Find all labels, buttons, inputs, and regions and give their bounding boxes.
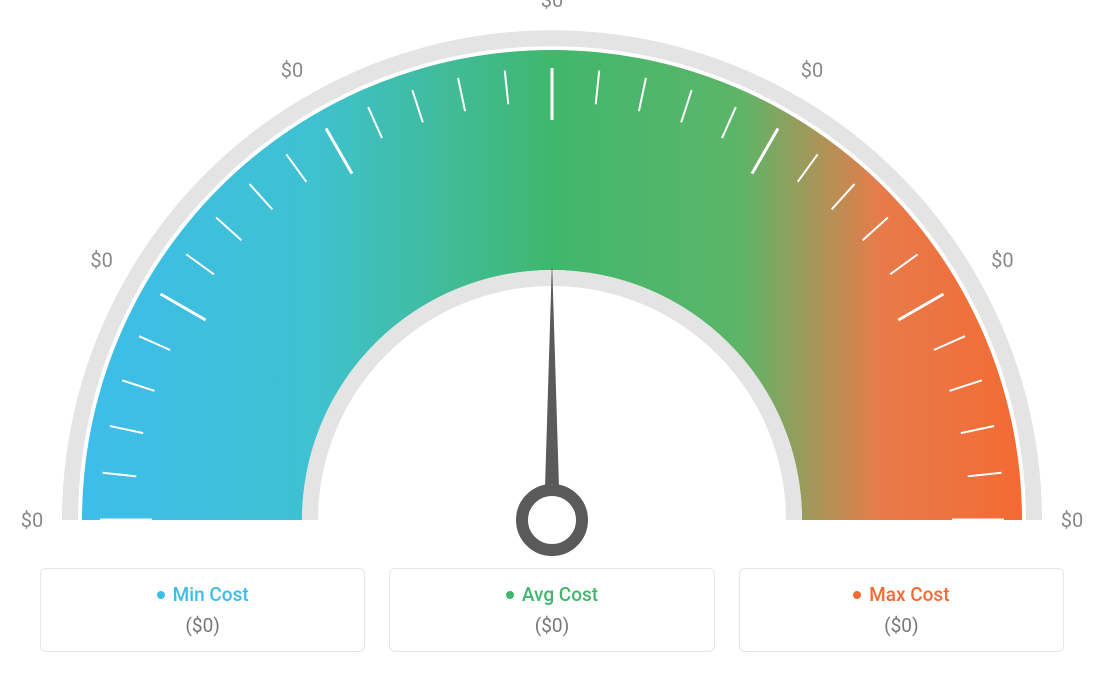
legend-title-avg-text: Avg Cost bbox=[522, 583, 598, 606]
gauge-area: $0 $0 $0 $0 $0 $0 $0 bbox=[0, 0, 1104, 560]
gauge-tick-label: $0 bbox=[541, 0, 563, 12]
gauge-chart-container: $0 $0 $0 $0 $0 $0 $0 Min Cost ($0) Avg Cost ($… bbox=[0, 0, 1104, 690]
legend-title-min: Min Cost bbox=[157, 583, 249, 606]
legend-dot-avg bbox=[506, 591, 514, 599]
legend-dot-min bbox=[157, 591, 165, 599]
gauge-tick-label: $0 bbox=[281, 58, 303, 82]
legend-row: Min Cost ($0) Avg Cost ($0) Max Cost ($0… bbox=[0, 568, 1104, 652]
legend-title-max: Max Cost bbox=[853, 583, 949, 606]
legend-dot-max bbox=[853, 591, 861, 599]
legend-value-max: ($0) bbox=[750, 614, 1053, 637]
gauge-tick-label: $0 bbox=[1061, 508, 1083, 532]
legend-title-min-text: Min Cost bbox=[173, 583, 249, 606]
gauge-tick-label: $0 bbox=[801, 58, 823, 82]
legend-value-avg: ($0) bbox=[400, 614, 703, 637]
legend-value-min: ($0) bbox=[51, 614, 354, 637]
gauge-tick-label: $0 bbox=[21, 508, 43, 532]
gauge-svg bbox=[0, 0, 1104, 560]
legend-title-avg: Avg Cost bbox=[506, 583, 598, 606]
gauge-tick-label: $0 bbox=[90, 248, 112, 272]
legend-title-max-text: Max Cost bbox=[869, 583, 949, 606]
legend-card-avg: Avg Cost ($0) bbox=[389, 568, 714, 652]
legend-card-max: Max Cost ($0) bbox=[739, 568, 1064, 652]
legend-card-min: Min Cost ($0) bbox=[40, 568, 365, 652]
gauge-tick-label: $0 bbox=[991, 248, 1013, 272]
